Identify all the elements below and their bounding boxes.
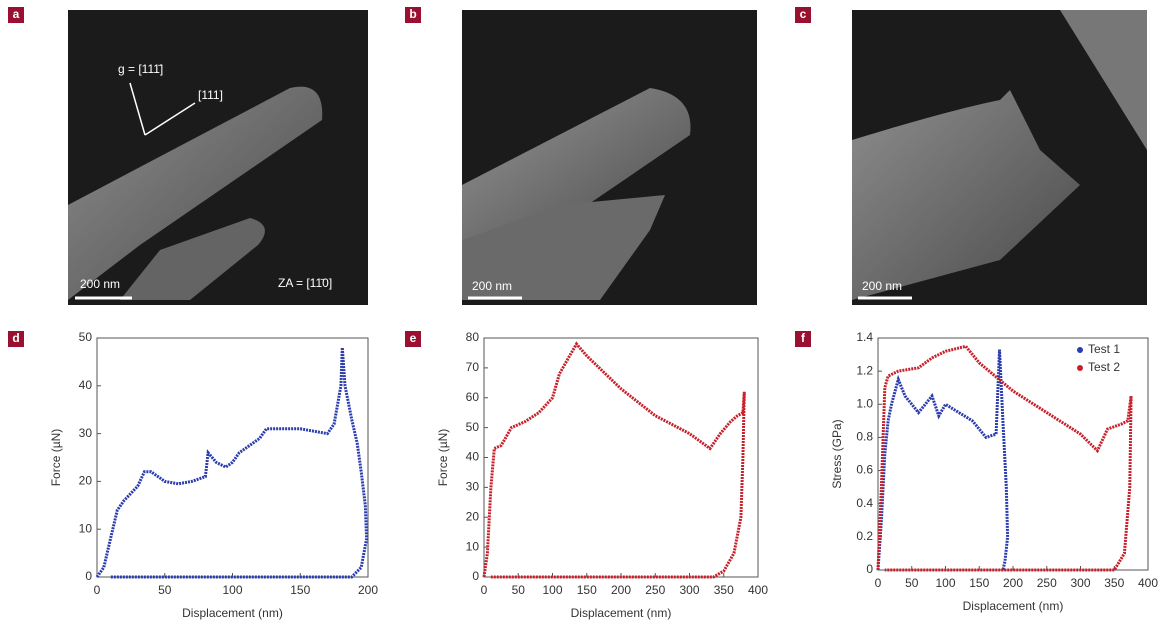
panel-label: b <box>409 7 416 21</box>
y-tick-label: 60 <box>466 390 480 404</box>
y-axis-label: Stress (GPa) <box>830 419 844 488</box>
data-line <box>484 344 744 577</box>
micrograph-b <box>462 10 757 305</box>
y-tick-label: 0.6 <box>856 463 873 477</box>
x-axis-label: Displacement (nm) <box>182 606 283 620</box>
x-tick-label: 250 <box>1037 576 1057 590</box>
annotation: [111] <box>198 88 223 102</box>
x-tick-label: 350 <box>714 583 734 597</box>
annotation: ZA = [11̄0] <box>278 276 332 290</box>
y-tick-label: 1.4 <box>856 330 873 344</box>
y-tick-label: 30 <box>79 426 93 440</box>
x-tick-label: 200 <box>1003 576 1023 590</box>
scale-bar-label: 200 nm <box>472 279 512 293</box>
x-tick-label: 50 <box>158 583 172 597</box>
y-tick-label: 70 <box>466 360 480 374</box>
micrograph-a <box>68 10 368 305</box>
x-tick-label: 0 <box>875 576 882 590</box>
x-tick-label: 0 <box>481 583 488 597</box>
legend-label: Test 1 <box>1088 342 1120 356</box>
plot-frame <box>484 338 758 577</box>
x-tick-label: 300 <box>1070 576 1090 590</box>
x-tick-label: 350 <box>1104 576 1124 590</box>
y-axis-label: Force (µN) <box>436 429 450 487</box>
y-tick-label: 40 <box>466 450 480 464</box>
x-axis-label: Displacement (nm) <box>571 606 672 620</box>
y-tick-label: 0.2 <box>856 529 873 543</box>
y-tick-label: 50 <box>466 420 480 434</box>
x-tick-label: 150 <box>290 583 310 597</box>
y-tick-label: 1.2 <box>856 363 873 377</box>
x-tick-label: 250 <box>645 583 665 597</box>
data-line <box>97 348 367 577</box>
x-axis-label: Displacement (nm) <box>963 599 1064 613</box>
y-tick-label: 0.8 <box>856 430 873 444</box>
y-tick-label: 1.0 <box>856 396 873 410</box>
panel-label: d <box>12 331 19 345</box>
micrograph-c <box>852 10 1147 305</box>
plot-frame <box>97 338 368 577</box>
data-line <box>878 350 1008 570</box>
y-tick-label: 0 <box>85 569 92 583</box>
annotation: g = [111̄] <box>118 62 163 76</box>
y-tick-label: 0.4 <box>856 496 873 510</box>
x-tick-label: 0 <box>94 583 101 597</box>
scale-bar-label: 200 nm <box>862 279 902 293</box>
x-tick-label: 400 <box>748 583 768 597</box>
y-axis-label: Force (µN) <box>49 429 63 487</box>
legend-marker <box>1077 347 1083 353</box>
x-tick-label: 100 <box>542 583 562 597</box>
y-tick-label: 20 <box>466 509 480 523</box>
y-tick-label: 80 <box>466 330 480 344</box>
y-tick-label: 0 <box>472 569 479 583</box>
x-tick-label: 200 <box>358 583 378 597</box>
x-tick-label: 100 <box>935 576 955 590</box>
scale-bar-label: 200 nm <box>80 277 120 291</box>
figure: a g = [111̄] [111] ZA = [11̄0] 200 nm b … <box>0 0 1168 629</box>
y-tick-label: 0 <box>866 562 873 576</box>
panel-label: c <box>800 7 807 21</box>
y-tick-label: 50 <box>79 330 93 344</box>
y-tick-label: 10 <box>79 521 93 535</box>
y-tick-label: 10 <box>466 539 480 553</box>
x-tick-label: 100 <box>222 583 242 597</box>
x-tick-label: 400 <box>1138 576 1158 590</box>
x-tick-label: 50 <box>905 576 919 590</box>
panel-label: a <box>13 7 20 21</box>
y-tick-label: 30 <box>466 480 480 494</box>
x-tick-label: 50 <box>512 583 526 597</box>
x-tick-label: 300 <box>679 583 699 597</box>
y-tick-label: 40 <box>79 378 93 392</box>
legend-marker <box>1077 365 1083 371</box>
x-tick-label: 150 <box>577 583 597 597</box>
x-tick-label: 150 <box>969 576 989 590</box>
panel-label: e <box>410 331 417 345</box>
legend-label: Test 2 <box>1088 360 1120 374</box>
x-tick-label: 200 <box>611 583 631 597</box>
y-tick-label: 20 <box>79 474 93 488</box>
